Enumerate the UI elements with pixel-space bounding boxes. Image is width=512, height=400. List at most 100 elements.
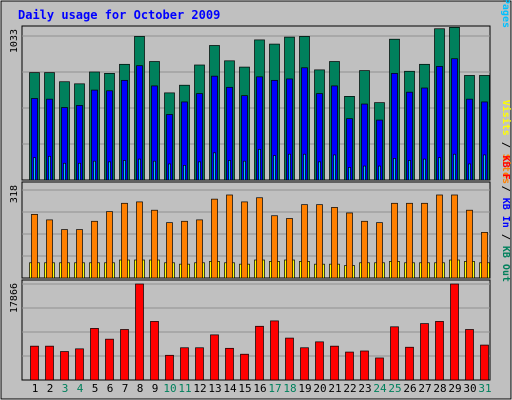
x-tick-label-14: 14 xyxy=(223,382,237,395)
legend-visits: Visits xyxy=(500,100,512,136)
panel-3-ymax-label: 17866 xyxy=(9,283,20,313)
bar-sites-day-28 xyxy=(436,194,443,279)
bar-sites-day-3 xyxy=(61,229,68,279)
bar-kb-f-day-15 xyxy=(240,353,249,381)
bar-kb-f-day-6 xyxy=(105,338,114,381)
bar-sites-day-11 xyxy=(181,220,188,279)
x-tick-label-31: 31 xyxy=(478,382,491,395)
x-tick-label-12: 12 xyxy=(193,382,206,395)
legend-kb-out: KB Out xyxy=(500,246,511,282)
bar-pages-day-15 xyxy=(243,160,246,181)
bar-pages-day-22 xyxy=(348,167,351,181)
x-tick-label-23: 23 xyxy=(358,382,371,395)
bar-sites-day-27 xyxy=(421,202,428,279)
bar-kb-f-day-16 xyxy=(255,325,264,381)
bar-sites-day-9 xyxy=(151,209,158,279)
x-tick-label-19: 19 xyxy=(298,382,311,395)
bar-sites-day-12 xyxy=(196,219,203,279)
chart-panels: 1033 Hits / Files / Pages 318 Visits / Site… xyxy=(9,0,512,381)
bar-pages-day-23 xyxy=(363,165,366,181)
bar-pages-day-10 xyxy=(168,163,171,181)
bar-pages-day-3 xyxy=(63,162,66,181)
bar-pages-day-7 xyxy=(123,160,126,181)
bar-kb-f-day-25 xyxy=(390,326,399,381)
bar-pages-day-25 xyxy=(393,158,396,181)
bar-pages-day-29 xyxy=(453,153,456,181)
bar-kb-f-day-30 xyxy=(465,329,474,381)
bar-sites-day-13 xyxy=(211,198,218,279)
x-tick-label-6: 6 xyxy=(107,382,114,395)
bar-kb-f-day-3 xyxy=(60,351,69,381)
bar-kb-f-day-23 xyxy=(360,350,369,381)
bar-kb-f-day-11 xyxy=(180,347,189,381)
bar-sites-day-10 xyxy=(166,222,173,279)
bar-pages-day-19 xyxy=(303,153,306,181)
bar-pages-day-8 xyxy=(138,158,141,181)
bar-kb-f-day-9 xyxy=(150,321,159,381)
x-tick-label-1: 1 xyxy=(32,382,39,395)
x-tick-label-3: 3 xyxy=(62,382,69,395)
bar-sites-day-14 xyxy=(226,194,233,279)
panel-2-ymax-label: 318 xyxy=(9,185,20,203)
panel-1-legend: Hits / Files / Pages xyxy=(500,0,512,28)
x-tick-label-16: 16 xyxy=(253,382,266,395)
bar-kb-f-day-19 xyxy=(300,347,309,381)
bar-kb-f-day-1 xyxy=(30,345,39,381)
bar-kb-f-day-29 xyxy=(450,283,459,381)
x-tick-label-11: 11 xyxy=(178,382,191,395)
bar-sites-day-1 xyxy=(31,214,38,279)
x-tick-label-7: 7 xyxy=(122,382,129,395)
panel-3: 17866 KB F / KB In / KB Out xyxy=(9,156,511,381)
x-tick-label-28: 28 xyxy=(433,382,446,395)
x-tick-label-15: 15 xyxy=(238,382,251,395)
legend-separator: / xyxy=(500,228,511,246)
x-tick-label-21: 21 xyxy=(328,382,341,395)
bar-pages-day-31 xyxy=(483,154,486,181)
bar-sites-day-19 xyxy=(301,204,308,279)
bar-pages-day-4 xyxy=(78,162,81,181)
bar-kb-f-day-13 xyxy=(210,334,219,381)
x-tick-label-26: 26 xyxy=(403,382,416,395)
x-tick-label-5: 5 xyxy=(92,382,99,395)
bar-pages-day-1 xyxy=(33,157,36,181)
legend-pages: Pages xyxy=(500,0,511,28)
bar-sites-day-5 xyxy=(91,220,98,279)
bar-sites-day-30 xyxy=(466,209,473,279)
chart-title: Daily usage for October 2009 xyxy=(18,8,220,22)
panel-2-legend: Visits / Sites xyxy=(500,100,512,184)
bar-kb-f-day-12 xyxy=(195,347,204,381)
bar-kb-f-day-8 xyxy=(135,283,144,381)
bar-sites-day-7 xyxy=(121,202,128,279)
panel-3-legend: KB F / KB In / KB Out xyxy=(500,156,511,282)
bar-pages-day-17 xyxy=(273,155,276,181)
bar-sites-day-25 xyxy=(391,202,398,279)
bar-sites-day-29 xyxy=(451,194,458,279)
bar-sites-day-16 xyxy=(256,197,263,279)
legend-separator: / xyxy=(500,180,511,198)
bar-pages-day-24 xyxy=(378,165,381,181)
x-tick-label-22: 22 xyxy=(343,382,356,395)
bar-kb-f-day-2 xyxy=(45,345,54,381)
bar-sites-day-4 xyxy=(76,229,83,279)
bar-pages-day-12 xyxy=(198,161,201,181)
bar-pages-day-20 xyxy=(318,161,321,181)
bar-sites-day-31 xyxy=(481,231,488,279)
x-tick-label-2: 2 xyxy=(47,382,54,395)
x-tick-label-17: 17 xyxy=(268,382,281,395)
bar-pages-day-21 xyxy=(333,154,336,181)
x-tick-label-27: 27 xyxy=(418,382,431,395)
bar-sites-day-23 xyxy=(361,220,368,279)
x-tick-label-20: 20 xyxy=(313,382,326,395)
bar-kb-f-day-4 xyxy=(75,348,84,381)
bar-kb-f-day-20 xyxy=(315,341,324,381)
bar-sites-day-17 xyxy=(271,215,278,279)
bar-kb-f-day-17 xyxy=(270,320,279,381)
bar-kb-f-day-5 xyxy=(90,328,99,381)
bar-sites-day-15 xyxy=(241,201,248,279)
x-tick-label-13: 13 xyxy=(208,382,221,395)
panel-1-ymax-label: 1033 xyxy=(9,29,20,53)
bar-kb-f-day-22 xyxy=(345,351,354,381)
bar-kb-f-day-21 xyxy=(330,345,339,381)
legend-separator: / xyxy=(500,136,511,154)
